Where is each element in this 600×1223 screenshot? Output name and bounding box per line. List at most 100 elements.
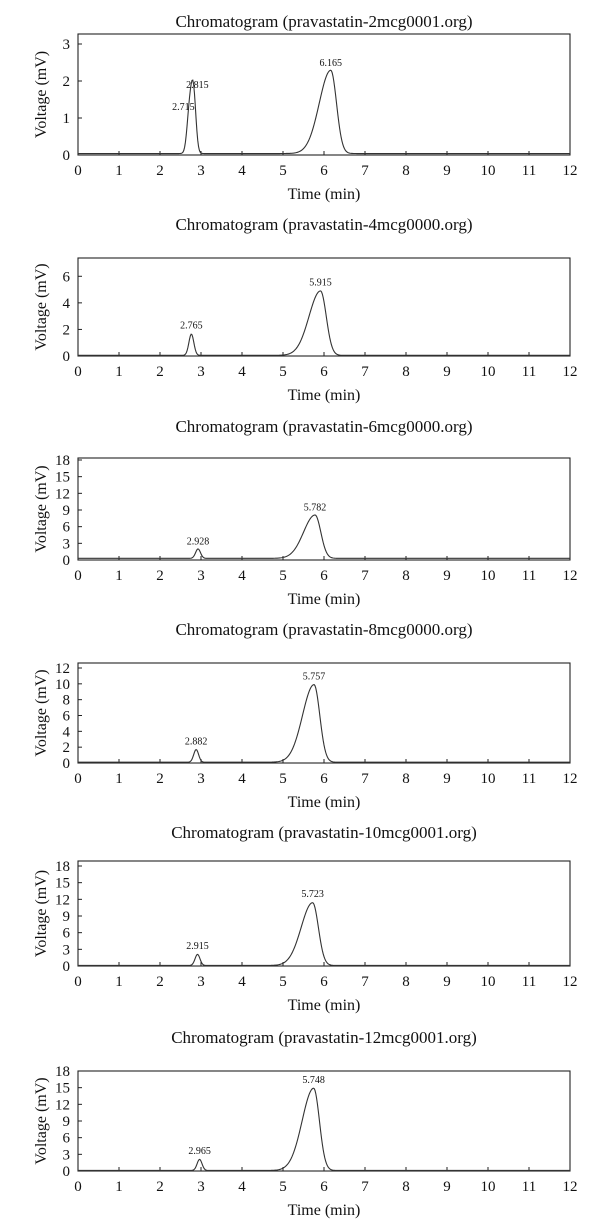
y-axis-label: Voltage (mV) [33,669,50,756]
x-tick-label: 4 [238,568,246,584]
chart-panel: Chromatogram (pravastatin-8mcg0000.org) 0… [33,620,578,811]
x-tick-label: 10 [481,974,496,990]
x-tick-label: 7 [361,364,369,380]
x-tick-label: 6 [320,974,328,990]
peak-label: 2.965 [188,1146,211,1157]
x-tick-label: 0 [74,568,82,584]
x-tick-label: 9 [443,974,451,990]
y-tick-label: 2 [63,322,71,338]
x-tick-label: 8 [402,1179,410,1195]
x-tick-label: 0 [74,364,82,380]
x-tick-label: 4 [238,163,246,179]
y-tick-label: 12 [55,486,70,502]
y-tick-label: 0 [63,553,71,569]
x-tick-label: 10 [481,364,496,380]
y-tick-label: 6 [63,520,71,536]
x-tick-label: 8 [402,364,410,380]
x-tick-label: 3 [197,771,205,787]
y-tick-label: 6 [63,709,71,725]
x-tick-label: 3 [197,364,205,380]
chart-panel: Chromatogram (pravastatin-6mcg0000.org) 0… [33,417,578,608]
x-tick-label: 6 [320,1179,328,1195]
y-axis-label: Voltage (mV) [33,870,50,957]
x-tick-label: 12 [563,974,578,990]
peak-label: 2.882 [185,736,208,747]
x-tick-label: 9 [443,364,451,380]
chart-panel: Chromatogram (pravastatin-10mcg0001.org)… [33,823,578,1014]
y-tick-label: 1 [63,111,71,127]
x-tick-label: 12 [563,364,578,380]
x-tick-label: 4 [238,364,246,380]
x-tick-label: 2 [156,1179,164,1195]
x-tick-label: 3 [197,163,205,179]
y-tick-label: 0 [63,148,71,164]
chart-title: Chromatogram (pravastatin-8mcg0000.org) [175,620,472,639]
x-tick-label: 2 [156,163,164,179]
y-tick-label: 15 [55,1081,70,1097]
x-tick-label: 8 [402,771,410,787]
chromatogram-trace [78,290,570,356]
x-tick-label: 4 [238,974,246,990]
y-axis-label: Voltage (mV) [33,263,50,350]
x-tick-label: 6 [320,568,328,584]
chart-panel: Chromatogram (pravastatin-12mcg0001.org)… [33,1028,578,1219]
x-tick-label: 6 [320,771,328,787]
x-tick-label: 1 [115,1179,123,1195]
chart-title: Chromatogram (pravastatin-2mcg0001.org) [175,12,472,31]
x-tick-label: 9 [443,163,451,179]
x-tick-label: 3 [197,974,205,990]
y-tick-label: 8 [63,693,71,709]
x-tick-label: 0 [74,1179,82,1195]
y-tick-label: 9 [63,1114,71,1130]
x-axis-label: Time (min) [288,186,361,203]
x-tick-label: 10 [481,771,496,787]
y-tick-label: 15 [55,876,70,892]
x-tick-label: 5 [279,1179,287,1195]
x-tick-label: 12 [563,1179,578,1195]
chromatogram-trace [78,684,570,763]
x-tick-label: 9 [443,568,451,584]
x-tick-label: 8 [402,568,410,584]
x-tick-label: 9 [443,771,451,787]
x-tick-label: 5 [279,568,287,584]
chart-panel: Chromatogram (pravastatin-2mcg0001.org) 0… [33,12,578,203]
x-tick-label: 4 [238,771,246,787]
peak-label: 2.915 [186,941,209,952]
y-axis-label: Voltage (mV) [33,51,50,138]
plot-frame [77,33,571,156]
y-axis-label: Voltage (mV) [33,465,50,552]
peak-label: 2.715 [172,102,195,113]
peak-label: 2.765 [180,321,203,332]
chart-panel: Chromatogram (pravastatin-4mcg0000.org) 0… [33,215,578,404]
x-tick-label: 1 [115,163,123,179]
y-tick-label: 9 [63,909,71,925]
y-tick-label: 0 [63,959,71,975]
y-tick-label: 0 [63,349,71,365]
x-axis-label: Time (min) [288,387,361,404]
x-tick-label: 7 [361,163,369,179]
x-tick-label: 0 [74,771,82,787]
x-tick-label: 11 [522,771,536,787]
x-tick-label: 6 [320,364,328,380]
x-tick-label: 8 [402,163,410,179]
y-tick-label: 12 [55,661,70,677]
x-tick-label: 10 [481,163,496,179]
peak-label: 5.748 [302,1075,325,1086]
chromatogram-trace [78,902,570,966]
x-tick-label: 2 [156,771,164,787]
chromatogram-trace [78,514,570,559]
y-tick-label: 0 [63,1164,71,1180]
y-tick-label: 12 [55,1097,70,1113]
x-tick-label: 2 [156,364,164,380]
y-tick-label: 18 [55,1064,70,1080]
chart-title: Chromatogram (pravastatin-12mcg0001.org) [171,1028,477,1047]
x-tick-label: 5 [279,163,287,179]
x-axis-label: Time (min) [288,997,361,1014]
x-axis-label: Time (min) [288,1202,361,1219]
peak-label: 2.815 [186,80,209,91]
x-tick-label: 1 [115,364,123,380]
y-tick-label: 6 [63,1131,71,1147]
y-tick-label: 4 [63,296,71,312]
x-tick-label: 11 [522,1179,536,1195]
x-tick-label: 2 [156,974,164,990]
